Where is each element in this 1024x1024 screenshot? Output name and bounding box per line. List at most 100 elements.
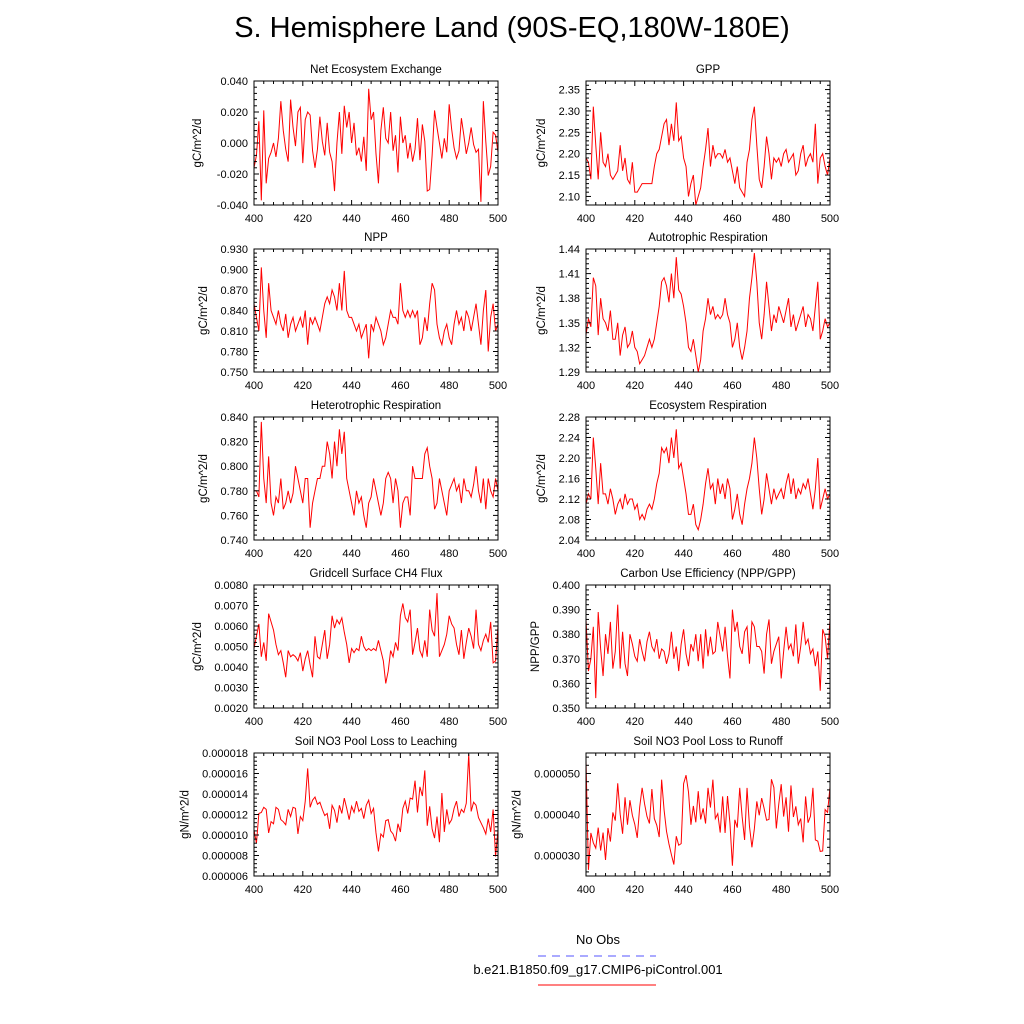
y-axis-label: gC/m^2/d [198,454,210,503]
x-tick-label: 500 [821,380,839,392]
x-tick-label: 500 [821,548,839,560]
data-series-line [254,593,498,684]
x-tick-label: 460 [391,380,409,392]
y-tick-label: 0.810 [220,326,248,338]
y-tick-label: 0.0060 [214,621,248,633]
x-tick-label: 460 [723,213,741,225]
y-tick-label: 0.000030 [534,851,580,863]
x-tick-label: 480 [440,213,458,225]
x-tick-label: 500 [821,213,839,225]
plot-frame [253,584,499,709]
x-tick-label: 400 [577,548,595,560]
y-tick-label: 0.000014 [202,789,248,801]
x-tick-label: 400 [245,884,263,896]
y-tick-label: 2.16 [559,474,580,486]
y-tick-label: 0.0050 [214,642,248,654]
y-tick-label: 0.0070 [214,601,248,613]
chart-title: Ecosystem Respiration [649,400,767,412]
y-tick-label: 2.28 [559,412,580,424]
y-tick-label: 0.040 [220,76,248,88]
data-series-line [586,429,830,532]
x-tick-label: 500 [489,548,507,560]
y-tick-label: 0.760 [220,510,248,522]
x-tick-label: 480 [440,716,458,728]
y-tick-label: 0.400 [552,580,580,592]
chart-panel: 400 420 440 460 480 500 0.350 0.360 0.370 0.380 0.… [530,568,839,728]
y-tick-label: 0.020 [220,107,248,119]
y-tick-label: 0.870 [220,285,248,297]
chart-panel: 400 420 440 460 480 500 0.750 0.780 0.810 0.840 0.… [198,232,507,392]
legend-label-model: b.e21.B1850.f09_g17.CMIP6-piControl.001 [473,962,723,977]
y-tick-label: 0.840 [220,306,248,318]
x-tick-label: 440 [342,213,360,225]
data-series-line [254,753,498,857]
x-tick-label: 440 [674,716,692,728]
chart-title: Soil NO3 Pool Loss to Leaching [295,736,457,748]
y-tick-label: 1.35 [559,318,580,330]
y-tick-label: 1.41 [559,269,580,281]
y-tick-label: 0.380 [552,629,580,641]
y-tick-label: 2.20 [559,149,580,161]
x-tick-label: 440 [674,884,692,896]
x-tick-label: 400 [245,548,263,560]
chart-title: Soil NO3 Pool Loss to Runoff [633,736,783,748]
y-tick-label: 2.08 [559,515,580,527]
x-tick-label: 440 [342,716,360,728]
x-tick-label: 420 [626,380,644,392]
plot-frame [253,416,499,541]
chart-title: Gridcell Surface CH4 Flux [310,568,443,580]
chart-title: Net Ecosystem Exchange [310,64,442,76]
x-tick-label: 480 [772,548,790,560]
x-tick-label: 480 [772,716,790,728]
x-tick-label: 500 [489,380,507,392]
y-axis-label: gC/m^2/d [198,286,210,335]
y-axis-label: gN/m^2/d [179,790,191,839]
y-axis-label: gC/m^2/d [192,119,204,168]
y-tick-label: 2.12 [559,494,580,506]
chart-panel: 400 420 440 460 480 500 1.29 1.32 1.35 1.38 1.41 1.… [536,232,839,392]
chart-title: NPP [364,232,388,244]
y-tick-label: 2.04 [559,535,580,547]
y-tick-label: 2.35 [559,85,580,97]
y-tick-label: 0.360 [552,678,580,690]
y-axis-label: NPP/GPP [530,621,542,672]
x-tick-label: 420 [294,380,312,392]
x-tick-label: 420 [626,548,644,560]
chart-panel: 400 420 440 460 480 500 0.0020 0.0030 0.0040 0.00… [192,568,507,728]
x-tick-label: 480 [772,213,790,225]
x-tick-label: 400 [577,716,595,728]
page-title: S. Hemisphere Land (90S-EQ,180W-180E) [234,12,790,44]
x-tick-label: 460 [723,548,741,560]
y-tick-label: 0.0080 [214,580,248,592]
y-tick-label: 0.000 [220,138,248,150]
y-tick-label: 0.750 [220,367,248,379]
x-tick-label: 480 [772,380,790,392]
y-tick-label: 0.000040 [534,810,580,822]
x-tick-label: 460 [723,380,741,392]
data-series-line [586,604,830,699]
chart-panel: 400 420 440 460 480 500 -0.040 -0.020 0.000 0.020… [192,64,507,225]
chart-title: Carbon Use Efficiency (NPP/GPP) [620,568,796,580]
y-tick-label: 0.780 [220,347,248,359]
x-tick-label: 440 [674,213,692,225]
y-tick-label: 0.740 [220,535,248,547]
y-tick-label: 0.000006 [202,871,248,883]
y-tick-label: 0.820 [220,437,248,449]
chart-panel: 400 420 440 460 480 500 0.740 0.760 0.780 0.800 0.… [198,400,507,560]
x-tick-label: 460 [723,716,741,728]
y-tick-label: -0.020 [217,169,248,181]
y-axis-label: gC/m^2/d [536,454,548,503]
y-tick-label: 0.350 [552,703,580,715]
y-tick-label: 1.38 [559,293,580,305]
y-tick-label: 0.800 [220,461,248,473]
data-series-line [254,267,498,359]
x-tick-label: 400 [245,380,263,392]
data-series-line [586,102,830,205]
chart-title: Autotrophic Respiration [648,232,768,244]
x-tick-label: 420 [626,716,644,728]
y-tick-label: 0.780 [220,486,248,498]
y-tick-label: 2.20 [559,453,580,465]
chart-title: GPP [696,64,721,76]
data-series-line [586,253,830,372]
x-tick-label: 480 [440,548,458,560]
